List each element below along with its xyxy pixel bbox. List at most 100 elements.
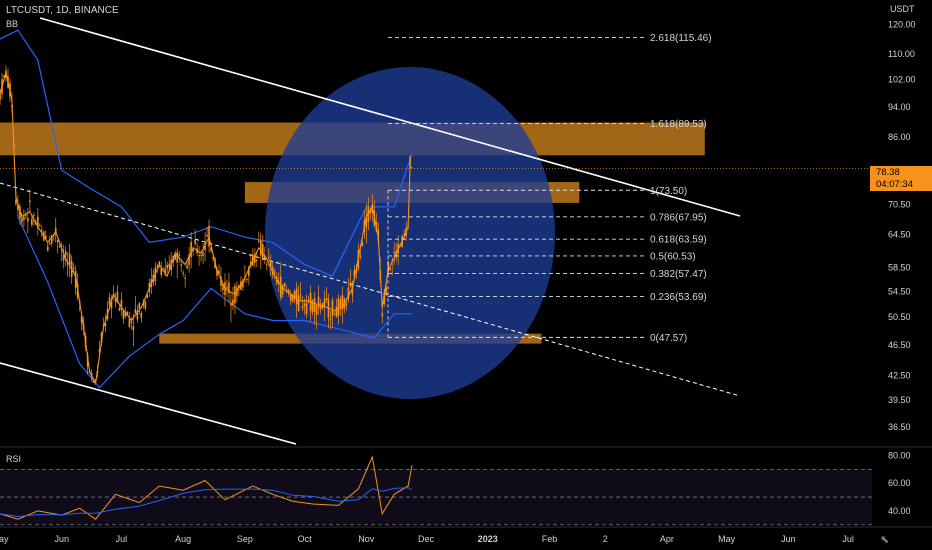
- candle: [311, 300, 314, 313]
- fib-label-0.618: 0.618(63.59): [650, 235, 707, 246]
- candle: [387, 261, 390, 275]
- highlight-circle: [265, 67, 555, 399]
- candle: [315, 305, 318, 316]
- candle: [146, 295, 149, 298]
- candle: [194, 239, 196, 244]
- candle: [232, 299, 234, 306]
- candle: [126, 311, 129, 316]
- candle: [337, 298, 340, 316]
- time-tick-label: Oct: [298, 534, 313, 544]
- candle: [98, 348, 101, 353]
- time-tick-label: Feb: [542, 534, 558, 544]
- candle: [275, 277, 278, 284]
- candle: [313, 298, 316, 312]
- time-tick-label: May: [718, 534, 736, 544]
- candle: [44, 235, 47, 239]
- candle: [216, 269, 218, 276]
- candle: [156, 265, 159, 267]
- candle: [92, 380, 95, 383]
- candle: [120, 299, 123, 310]
- candle: [72, 267, 75, 269]
- candle: [212, 257, 214, 259]
- time-tick-label: Aug: [175, 534, 191, 544]
- fib-label-1.618: 1.618(89.53): [650, 119, 707, 130]
- rsi-tick-label: 80.00: [888, 451, 911, 461]
- rsi-tick-label: 60.00: [888, 478, 911, 488]
- candle: [258, 240, 260, 242]
- candle: [19, 206, 21, 219]
- candle: [166, 265, 169, 269]
- indicator-label[interactable]: BB: [6, 19, 19, 29]
- time-tick-label: Jul: [116, 534, 128, 544]
- candle: [329, 318, 332, 320]
- candle: [361, 242, 364, 247]
- candle: [347, 287, 350, 300]
- candle: [248, 267, 250, 277]
- candle: [321, 302, 324, 308]
- candle: [301, 306, 304, 309]
- price-axis-layer: 120.00 110.00 102.00 94.00 86.00 70.50 64.50 58…: [0, 19, 916, 432]
- price-tick-label: 86.00: [888, 132, 911, 142]
- rsi-ma-line: [0, 487, 413, 518]
- candle: [289, 293, 292, 301]
- candle: [341, 295, 344, 310]
- candle: [182, 272, 184, 274]
- candle: [62, 254, 65, 261]
- cursor-arrow-icon[interactable]: ⬉: [880, 534, 890, 546]
- candle: [291, 294, 294, 302]
- price-tick-label: 54.50: [888, 286, 911, 296]
- candle: [134, 309, 137, 314]
- candle: [389, 268, 392, 270]
- candle: [17, 204, 19, 211]
- candle: [365, 216, 368, 228]
- rsi-label[interactable]: RSI: [6, 454, 22, 464]
- candle: [164, 268, 167, 275]
- candle: [293, 290, 296, 299]
- price-tick-label: 39.50: [888, 395, 911, 405]
- candle: [160, 268, 163, 275]
- last-price-tag: 78.38 04:07:34: [870, 166, 932, 191]
- candle: [206, 235, 208, 237]
- channel-layer: [0, 17, 741, 445]
- price-tick-label: 46.50: [888, 340, 911, 350]
- candle: [323, 298, 326, 308]
- candle: [277, 282, 280, 284]
- candle: [335, 306, 338, 318]
- candle: [369, 209, 372, 214]
- candle: [198, 255, 200, 257]
- candle: [260, 240, 262, 256]
- symbol-label: LTCUSDT, 1D, BINANCE: [6, 5, 119, 16]
- candle: [130, 321, 133, 323]
- time-tick-label: Jun: [54, 534, 69, 544]
- candle: [303, 303, 306, 306]
- candle: [176, 252, 178, 263]
- candles-layer: [0, 65, 413, 386]
- candle: [299, 295, 302, 297]
- candle: [385, 287, 388, 295]
- candle: [273, 271, 276, 273]
- fib-label-0: 0(47.57): [650, 333, 687, 344]
- time-axis-layer: May Jun Jul Aug Sep Oct Nov Dec 2023 Feb 2 Apr May Ju…: [0, 526, 932, 544]
- candle: [56, 240, 59, 242]
- candle: [188, 254, 190, 265]
- candle: [246, 279, 248, 281]
- candle: [349, 282, 352, 287]
- candle: [359, 255, 362, 257]
- candle: [381, 313, 384, 317]
- candle: [283, 283, 286, 286]
- price-tick-label: 102.00: [888, 74, 916, 84]
- candle: [409, 156, 411, 167]
- candle: [307, 299, 310, 302]
- candle: [287, 290, 290, 294]
- candle: [238, 285, 240, 288]
- time-tick-label: Sep: [237, 534, 253, 544]
- candle: [3, 75, 5, 78]
- time-tick-label: Nov: [358, 534, 375, 544]
- candle: [132, 326, 135, 331]
- bar-countdown: 04:07:34: [876, 179, 913, 190]
- candle: [184, 277, 186, 279]
- candle: [144, 301, 147, 309]
- time-tick-label: Apr: [660, 534, 674, 544]
- candle: [285, 289, 288, 291]
